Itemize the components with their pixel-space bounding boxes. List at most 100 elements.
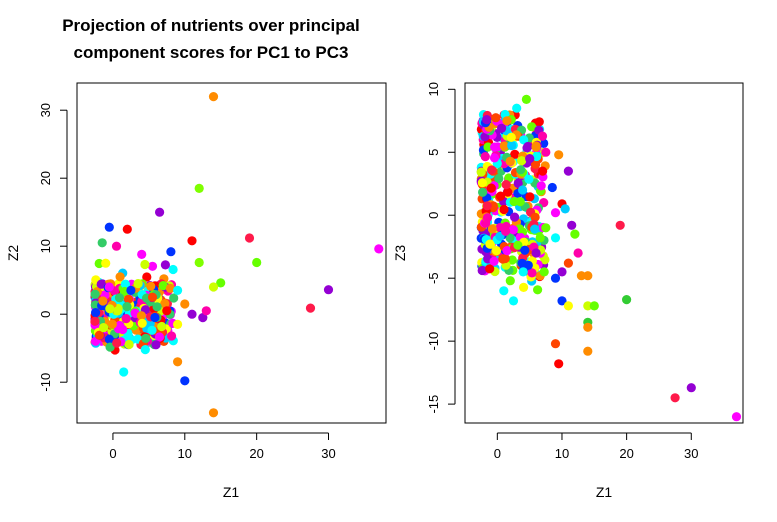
right-cluster-point: [478, 187, 488, 197]
right-data-point: [686, 383, 696, 393]
left-data-point: [244, 233, 255, 243]
left-data-point: [97, 238, 107, 248]
right-cluster-point: [485, 264, 495, 274]
left-data-point: [187, 309, 197, 319]
left-cluster-point: [105, 342, 115, 352]
left-data-point: [208, 282, 219, 292]
right-cluster-point: [507, 140, 517, 151]
left-cluster-point: [166, 247, 176, 257]
right-data-point: [499, 286, 509, 296]
right-data-point: [505, 276, 515, 286]
left-y-tick-label: -10: [38, 373, 53, 392]
right-data-point: [583, 322, 593, 332]
right-cluster-point: [496, 191, 506, 201]
right-cluster-point: [477, 265, 487, 276]
right-cluster-point: [509, 212, 520, 222]
left-cluster-point: [90, 289, 100, 299]
left-cluster-point: [157, 321, 167, 332]
left-data-point: [374, 244, 384, 254]
right-cluster-point: [487, 224, 497, 234]
right-cluster-point: [497, 123, 507, 133]
right-cluster-point: [505, 233, 515, 243]
chart-title-line-1: Projection of nutrients over principal: [62, 16, 360, 35]
right-cluster-point: [477, 178, 487, 188]
left-y-axis: -10 0 10 20 30: [38, 103, 68, 392]
left-cluster-point: [112, 338, 122, 348]
right-data-point: [583, 301, 593, 311]
right-x-tick-label: 30: [684, 446, 698, 461]
right-cluster-point: [480, 152, 490, 162]
left-cluster-point: [147, 325, 157, 335]
left-y-label: Z2: [5, 245, 21, 262]
right-cluster-point: [510, 149, 520, 159]
right-data-point: [573, 248, 583, 258]
right-plot-frame: [464, 82, 744, 424]
right-y-tick-label: -10: [426, 332, 441, 351]
left-cluster-point: [122, 302, 132, 312]
right-cluster-point: [530, 224, 540, 234]
right-x-tick-label: 20: [619, 446, 633, 461]
right-data-point: [615, 220, 625, 230]
right-cluster-point: [527, 122, 537, 132]
right-y-tick-label: -15: [426, 395, 441, 414]
left-cluster-point: [142, 272, 152, 282]
right-cluster-point: [503, 187, 513, 197]
right-y-tick-label: -5: [426, 272, 441, 284]
right-cluster-point: [486, 183, 496, 193]
left-cluster-point: [152, 302, 162, 312]
right-cluster-point: [487, 165, 497, 175]
right-cluster-point: [501, 226, 511, 236]
right-data-point: [547, 182, 557, 193]
right-cluster-point: [541, 147, 551, 157]
right-y-tick-label: 0: [426, 212, 441, 219]
left-data-point: [122, 224, 132, 234]
left-data-point: [140, 345, 150, 355]
left-plot-frame: [76, 82, 387, 424]
right-cluster-point: [508, 225, 518, 235]
right-data-point: [622, 295, 632, 305]
right-data-point: [521, 94, 532, 104]
left-cluster-point: [169, 293, 179, 303]
right-data-point: [583, 271, 593, 281]
left-cluster-point: [146, 281, 156, 291]
right-data-point: [570, 229, 580, 239]
left-data-point: [101, 258, 111, 268]
right-cluster-point: [517, 258, 527, 268]
right-cluster-point: [513, 178, 523, 188]
right-x-tick-label: 0: [494, 446, 501, 461]
right-data-point: [502, 116, 512, 126]
left-cluster-point: [140, 259, 150, 270]
left-cluster-point: [94, 330, 104, 340]
right-cluster-point: [519, 135, 529, 145]
right-data-point: [583, 346, 593, 356]
right-cluster-point: [491, 113, 501, 123]
right-cluster-point: [501, 180, 511, 190]
right-data-point: [563, 166, 574, 176]
left-data-point: [155, 207, 165, 217]
right-cluster-point: [505, 156, 515, 166]
left-data-point: [194, 183, 204, 193]
right-data-point: [541, 223, 551, 233]
left-cluster-point: [160, 299, 170, 309]
left-cluster-point: [124, 339, 134, 350]
left-x-tick-label: 10: [178, 446, 192, 461]
right-cluster-point: [534, 117, 544, 127]
right-cluster-point: [482, 201, 492, 211]
right-data-point: [531, 141, 541, 151]
left-data-point: [111, 241, 122, 251]
left-data-point: [216, 278, 226, 288]
right-cluster-point: [482, 115, 492, 125]
right-cluster-point: [494, 173, 504, 184]
right-data-point: [731, 412, 742, 422]
left-y-tick-label: 30: [38, 103, 53, 117]
left-cluster-point: [141, 333, 151, 343]
right-cluster-point: [525, 192, 535, 202]
left-points: [97, 92, 384, 418]
left-data-point: [151, 340, 161, 350]
right-data-point: [538, 166, 548, 176]
right-cluster-point: [524, 174, 534, 184]
left-data-point: [115, 272, 125, 282]
left-data-point: [187, 236, 197, 246]
left-cluster-point: [105, 304, 115, 314]
